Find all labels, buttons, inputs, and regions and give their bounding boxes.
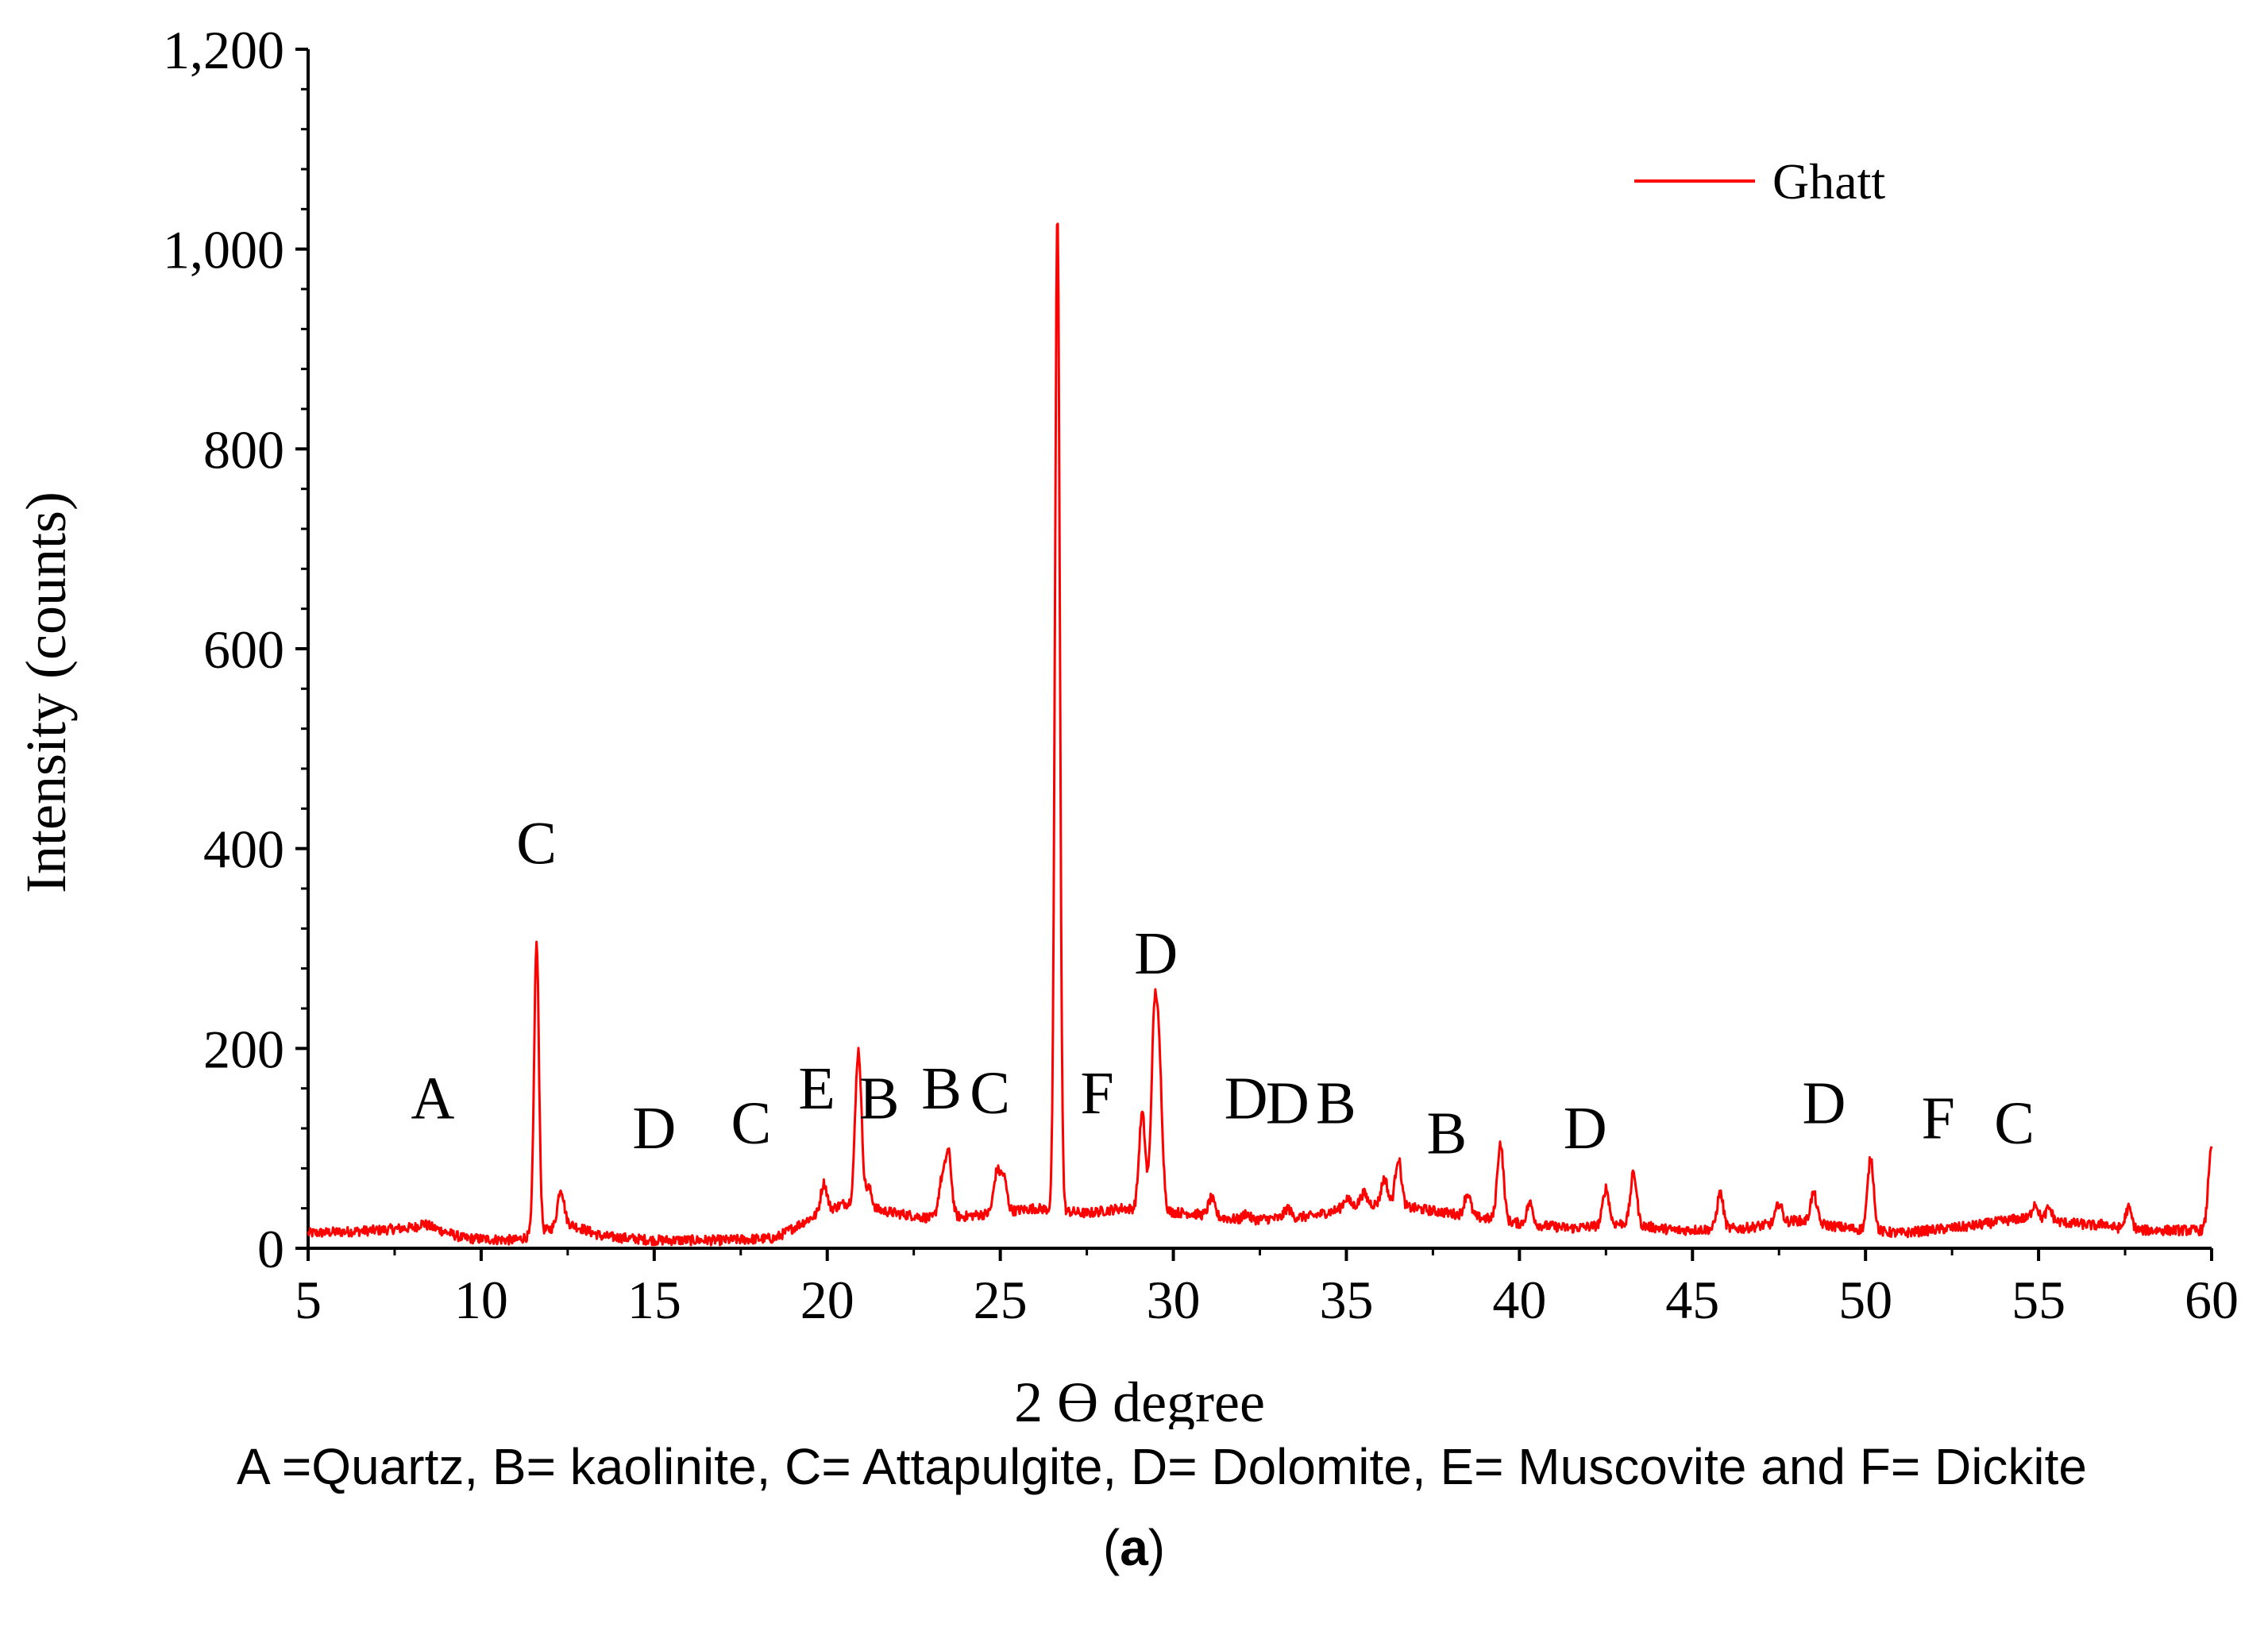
y-tick-label: 1,200 <box>163 20 284 80</box>
series-line-ghatt <box>307 222 2213 1247</box>
x-tick-label: 15 <box>627 1270 681 1330</box>
panel-label-open: ( <box>1102 1519 1120 1576</box>
peak-label: B <box>921 1055 962 1122</box>
x-tick-label: 40 <box>1492 1270 1546 1330</box>
phase-legend-caption: A =Quartz, B= kaolinite, C= Attapulgite,… <box>236 1438 2088 1495</box>
peak-label: D <box>1266 1070 1310 1137</box>
xrd-chart: 5 10 15 20 25 30 35 40 45 50 55 6002004006008001,00… <box>14 20 2239 1429</box>
legend: Ghatt <box>1634 153 1885 210</box>
ticks: 5 10 15 20 25 30 35 40 45 50 55 6002004006008001,00… <box>163 20 2239 1330</box>
x-tick-label: 25 <box>974 1270 1028 1330</box>
peak-label: C <box>516 811 557 877</box>
peak-label: B <box>1426 1100 1467 1166</box>
x-tick-label: 10 <box>454 1270 508 1330</box>
panel-label-close: ) <box>1148 1519 1166 1576</box>
peak-label: F <box>1081 1060 1114 1127</box>
peak-label: D <box>1802 1070 1846 1137</box>
x-tick-label: 20 <box>800 1270 854 1330</box>
y-tick-label: 600 <box>203 619 284 680</box>
x-axis-title: 2 Ɵ degree <box>1014 1371 1265 1429</box>
x-tick-label: 5 <box>295 1270 322 1330</box>
legend-label-ghatt: Ghatt <box>1772 153 1885 210</box>
peak-label: D <box>1564 1095 1607 1162</box>
y-tick-label: 0 <box>257 1219 284 1279</box>
panel-label: (a) <box>0 1518 2268 1577</box>
peak-label: C <box>970 1060 1010 1127</box>
peak-label: D <box>632 1095 676 1162</box>
x-tick-label: 30 <box>1147 1270 1201 1330</box>
x-tick-label: 45 <box>1665 1270 1719 1330</box>
peak-label: C <box>1994 1090 2035 1157</box>
peak-label: D <box>1134 920 1178 987</box>
x-tick-label: 50 <box>1838 1270 1892 1330</box>
peak-label: D <box>1225 1065 1268 1132</box>
series-layer <box>307 222 2213 1247</box>
y-axis-title: Intensity (counts) <box>14 492 78 893</box>
x-tick-label: 55 <box>2011 1270 2066 1330</box>
y-tick-label: 800 <box>203 419 284 480</box>
peak-label: F <box>1922 1085 1955 1152</box>
peak-label: B <box>1316 1070 1356 1137</box>
peak-label: C <box>731 1090 771 1157</box>
peak-label: A <box>411 1065 454 1132</box>
peak-label: B <box>859 1065 900 1132</box>
y-tick-label: 1,000 <box>163 220 284 280</box>
panel-label-letter: a <box>1120 1519 1148 1576</box>
y-tick-label: 400 <box>203 819 284 880</box>
x-tick-label: 35 <box>1319 1270 1373 1330</box>
peak-label: E <box>798 1055 835 1122</box>
y-tick-label: 200 <box>203 1019 284 1079</box>
x-tick-label: 60 <box>2185 1270 2239 1330</box>
